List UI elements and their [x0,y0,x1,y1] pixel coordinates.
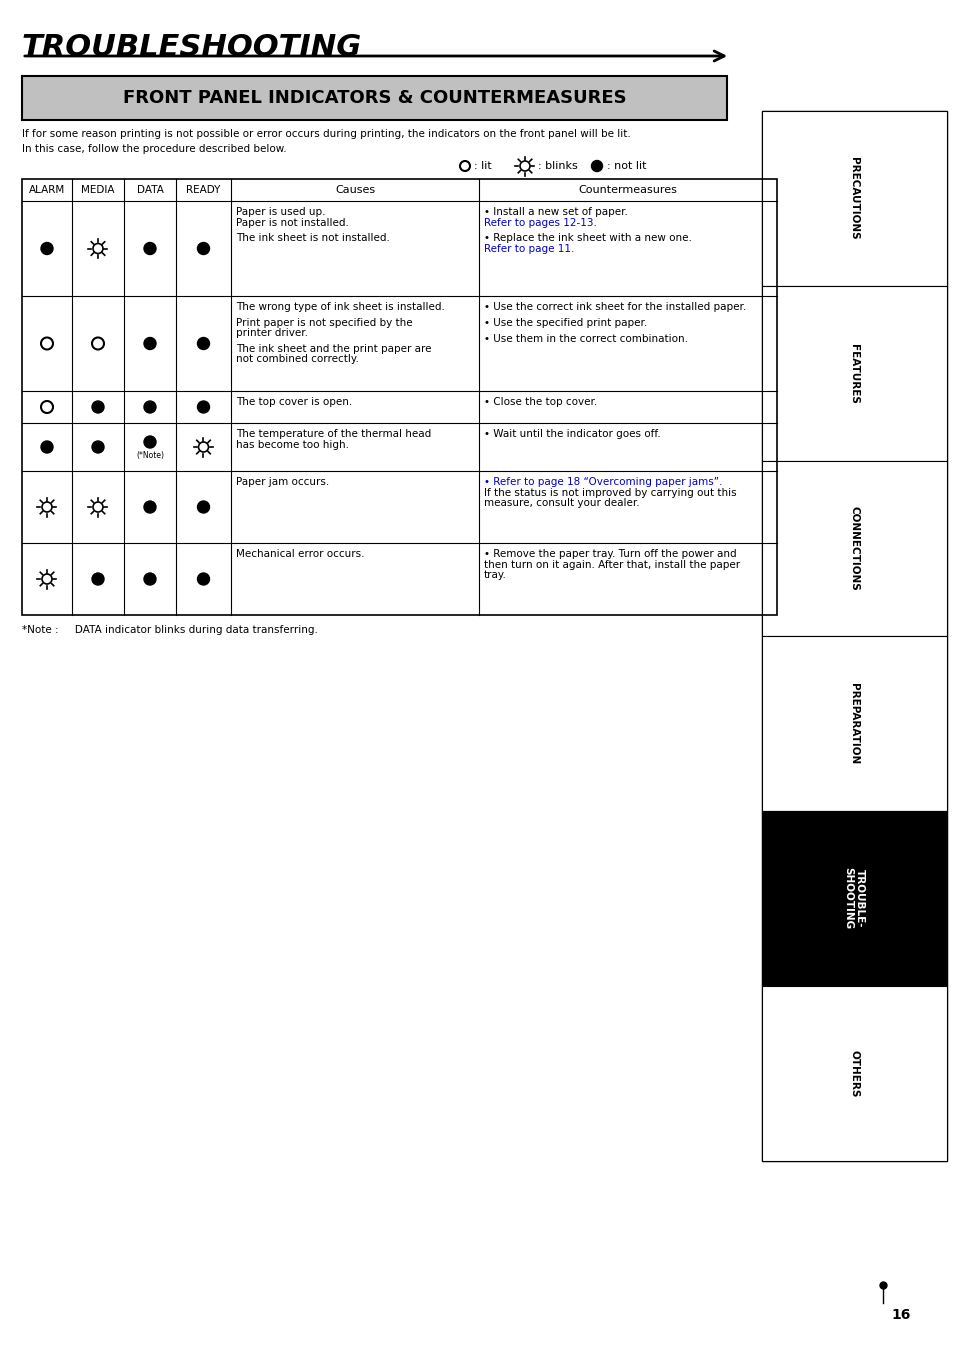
Bar [761,111,946,286]
Text: Paper is used up.: Paper is used up. [235,207,325,218]
Text: Causes: Causes [335,185,375,195]
Text: • Remove the paper tray. Turn off the power and: • Remove the paper tray. Turn off the po… [483,549,736,559]
Circle shape [591,161,602,172]
Circle shape [41,338,53,350]
Text: Mechanical error occurs.: Mechanical error occurs. [235,549,364,559]
Text: The ink sheet and the print paper are: The ink sheet and the print paper are [235,345,431,354]
Text: *Note :     DATA indicator blinks during data transferring.: *Note : DATA indicator blinks during dat… [22,626,317,635]
Text: Paper is not installed.: Paper is not installed. [235,218,349,227]
Text: then turn on it again. After that, install the paper: then turn on it again. After that, insta… [483,559,740,570]
Circle shape [459,161,470,172]
Text: The wrong type of ink sheet is installed.: The wrong type of ink sheet is installed… [235,303,444,312]
Text: PRECAUTIONS: PRECAUTIONS [848,157,859,240]
Circle shape [144,401,156,413]
Circle shape [41,440,53,453]
Text: PREPARATION: PREPARATION [848,682,859,765]
Circle shape [144,338,156,350]
Text: (*Note): (*Note) [136,451,164,459]
Circle shape [197,501,210,513]
Text: The temperature of the thermal head: The temperature of the thermal head [235,430,431,439]
Text: measure, consult your dealer.: measure, consult your dealer. [483,499,639,508]
Text: • Use the correct ink sheet for the installed paper.: • Use the correct ink sheet for the inst… [483,303,745,312]
Bar [761,461,946,636]
Circle shape [197,338,210,350]
Circle shape [197,242,210,254]
Circle shape [144,573,156,585]
Text: If for some reason printing is not possible or error occurs during printing, the: If for some reason printing is not possi… [22,128,630,154]
Text: OTHERS: OTHERS [848,1050,859,1097]
Text: Refer to page 11.: Refer to page 11. [483,243,574,254]
Text: If the status is not improved by carrying out this: If the status is not improved by carryin… [483,488,736,497]
Text: FEATURES: FEATURES [848,343,859,404]
Bar [761,636,946,811]
Text: TROUBLESHOOTING: TROUBLESHOOTING [22,32,362,62]
Bar [761,811,946,986]
Text: The top cover is open.: The top cover is open. [235,397,352,407]
Text: CONNECTIONS: CONNECTIONS [848,507,859,590]
Circle shape [41,242,53,254]
Circle shape [91,573,104,585]
Circle shape [91,401,104,413]
Bar [761,986,946,1161]
Text: The ink sheet is not installed.: The ink sheet is not installed. [235,234,390,243]
Circle shape [91,440,104,453]
Text: TROUBLE-
SHOOTING: TROUBLE- SHOOTING [842,867,864,929]
Text: tray.: tray. [483,570,506,580]
Text: • Install a new set of paper.: • Install a new set of paper. [483,207,627,218]
Circle shape [144,436,156,449]
Text: • Use them in the correct combination.: • Use them in the correct combination. [483,334,687,343]
Text: 16: 16 [890,1308,909,1323]
Circle shape [197,573,210,585]
Text: • Close the top cover.: • Close the top cover. [483,397,597,407]
Text: not combined correctly.: not combined correctly. [235,354,358,365]
Text: ALARM: ALARM [29,185,65,195]
Text: MEDIA: MEDIA [81,185,114,195]
Text: Countermeasures: Countermeasures [578,185,677,195]
Text: printer driver.: printer driver. [235,328,308,338]
Text: : not lit: : not lit [606,161,646,172]
Bar [761,286,946,461]
Text: DATA: DATA [136,185,163,195]
Text: Print paper is not specified by the: Print paper is not specified by the [235,317,413,328]
Bar [22,178,776,615]
Text: • Refer to page 18 “Overcoming paper jams”.: • Refer to page 18 “Overcoming paper jam… [483,477,721,486]
Circle shape [91,338,104,350]
Text: has become too high.: has become too high. [235,439,349,450]
Text: READY: READY [186,185,220,195]
Circle shape [197,401,210,413]
Text: • Replace the ink sheet with a new one.: • Replace the ink sheet with a new one. [483,234,691,243]
Bar [761,111,946,1161]
Text: : lit: : lit [474,161,491,172]
Text: Paper jam occurs.: Paper jam occurs. [235,477,329,486]
Text: FRONT PANEL INDICATORS & COUNTERMEASURES: FRONT PANEL INDICATORS & COUNTERMEASURES [123,89,626,107]
Bar [22,76,726,120]
Text: Refer to pages 12-13.: Refer to pages 12-13. [483,218,597,227]
Text: : blinks: : blinks [537,161,578,172]
Text: • Wait until the indicator goes off.: • Wait until the indicator goes off. [483,430,660,439]
Text: • Use the specified print paper.: • Use the specified print paper. [483,317,646,328]
Circle shape [144,242,156,254]
Circle shape [41,401,53,413]
Circle shape [144,501,156,513]
